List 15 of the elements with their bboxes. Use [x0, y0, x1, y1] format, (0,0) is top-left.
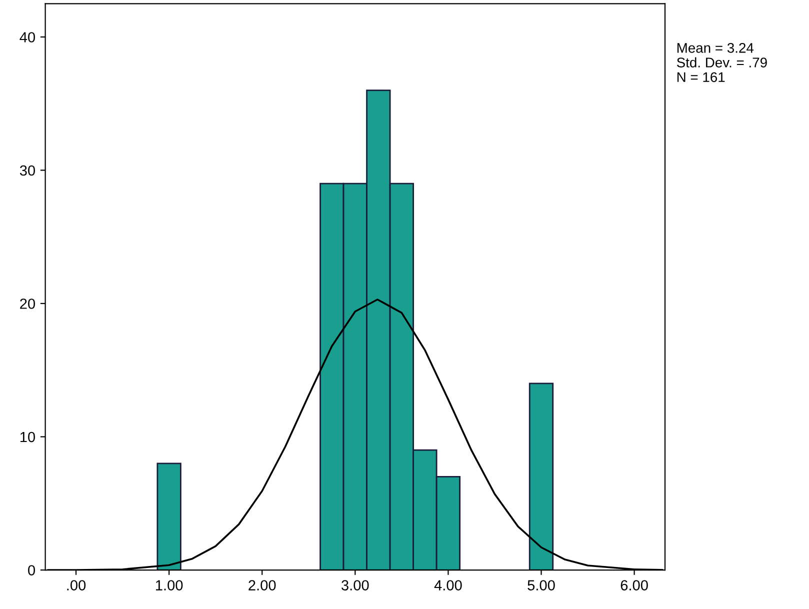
- y-tick-label: 30: [20, 165, 36, 176]
- x-tick-label: 5.00: [528, 580, 555, 590]
- x-tick-label: .00: [67, 580, 86, 590]
- y-tick-label: 0: [28, 565, 36, 576]
- text: Mean = 3.24: [677, 42, 754, 53]
- y-tick-label: 40: [20, 32, 36, 42]
- text: N = 161: [677, 72, 725, 82]
- text: Std. Dev. = .79: [676, 57, 767, 68]
- x-tick-label: 3.00: [342, 580, 369, 590]
- x-tick-label: 4.00: [434, 580, 462, 590]
- x-tick-label: 6.00: [620, 580, 648, 590]
- y-tick-label: 10: [20, 432, 36, 442]
- x-tick-label: 2.00: [248, 580, 276, 590]
- x-tick-label: 1.00: [156, 580, 183, 590]
- y-tick-label: 20: [20, 298, 36, 309]
